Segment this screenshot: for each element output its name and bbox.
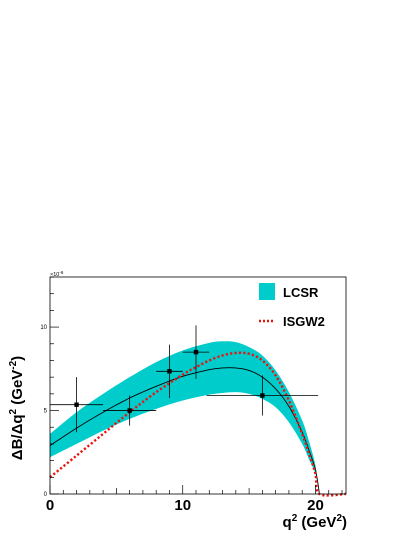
x-tick-label-1: 10	[174, 497, 191, 514]
y-tick-label-2: 10	[40, 325, 47, 331]
x-tick-label-0: 0	[46, 497, 54, 514]
legend-swatch-lcsr	[259, 283, 275, 300]
y-tick-label-0: 0	[44, 492, 48, 498]
legend: LCSR ISGW2	[259, 283, 325, 329]
legend-label-isgw2: ISGW2	[283, 314, 325, 329]
legend-label-lcsr: LCSR	[283, 285, 319, 300]
data-point-1	[127, 408, 132, 413]
plot-area: 0 10 20 0 5 10	[40, 276, 347, 514]
lcsr-central-line	[49, 367, 320, 495]
data-point-4	[260, 393, 265, 398]
data-point-2	[167, 369, 172, 374]
data-point-3	[193, 349, 199, 355]
x-axis-label: q2 (GeV2)	[283, 513, 347, 531]
plot-frame	[49, 276, 347, 495]
y-tick-label-1: 5	[44, 409, 48, 415]
y-axis-label: ΔB/Δq2 (GeV-2)	[8, 356, 26, 460]
y-exponent-label: ×10-6	[50, 270, 64, 278]
data-point-0	[74, 402, 79, 407]
x-tick-label-2: 20	[307, 497, 324, 514]
lcsr-band	[50, 341, 320, 494]
